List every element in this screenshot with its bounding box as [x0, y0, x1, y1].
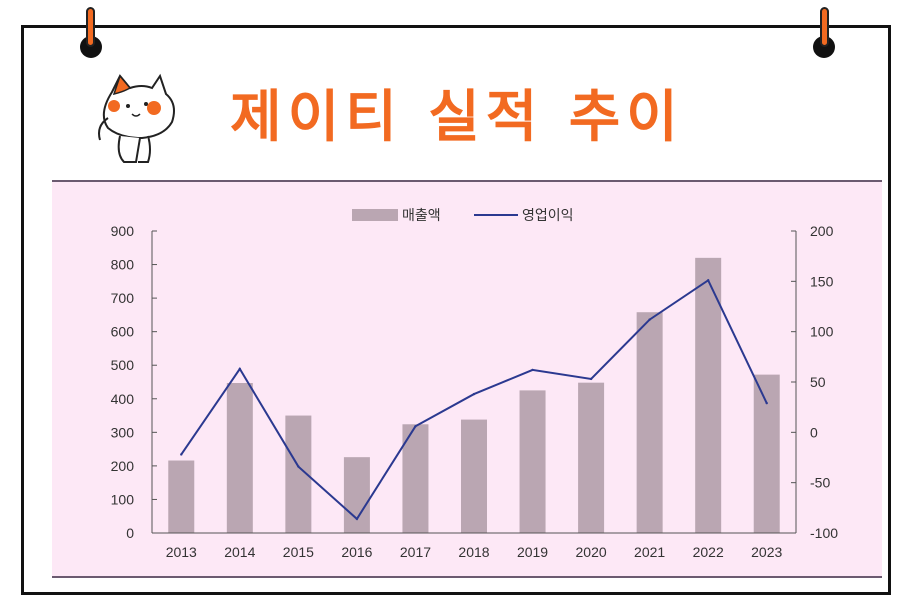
left-tick-label: 500 [111, 357, 135, 373]
x-tick-label: 2014 [224, 544, 255, 560]
left-tick-label: 0 [126, 525, 134, 541]
x-tick-label: 2021 [634, 544, 665, 560]
chart-panel: 900 800 700 600 500 400 300 200 100 0 200 150 100 50 0… [52, 180, 882, 578]
page-title: 제이티 실적 추이 [230, 85, 684, 150]
line-point-2019 [531, 368, 534, 372]
legend-label-sales: 매출액 [402, 207, 441, 223]
right-tick-label: 150 [810, 273, 834, 289]
line-point-2018 [472, 392, 476, 396]
right-tick-label: 0 [810, 424, 818, 440]
left-tick-label: 100 [111, 491, 135, 507]
bar-2020 [578, 382, 605, 533]
left-tick-label: 400 [111, 391, 135, 407]
x-tick-label: 2013 [166, 544, 197, 560]
bar-2016 [343, 457, 370, 533]
line-point-2021 [648, 318, 651, 321]
x-tick-label: 2018 [458, 544, 489, 560]
x-tick-label: 2015 [283, 544, 314, 560]
x-tick-label: 2022 [693, 544, 724, 560]
right-tick-label: -50 [810, 475, 830, 491]
bar-2022 [695, 257, 722, 533]
line-point-2022 [706, 279, 710, 282]
legend-label-profit: 영업이익 [522, 207, 574, 223]
combo-chart: 9008007006005004003002001000200150100500… [111, 207, 839, 560]
line-point-2014 [238, 367, 242, 371]
bar-2021 [636, 312, 663, 533]
x-tick-label: 2023 [751, 544, 782, 560]
left-tick-label: 700 [111, 290, 135, 306]
line-point-2017 [414, 425, 417, 428]
legend-bar-swatch [352, 209, 398, 221]
left-tick-label: 200 [111, 458, 135, 474]
right-tick-label: 200 [810, 223, 834, 239]
bar-2018 [461, 419, 487, 533]
line-point-2020 [589, 377, 593, 381]
line-point-2015 [297, 465, 300, 468]
x-tick-label: 2016 [341, 544, 372, 560]
left-tick-label: 800 [111, 257, 135, 273]
bar-2013 [168, 460, 195, 533]
pin-right-icon [813, 36, 835, 58]
hook-left-icon [86, 7, 95, 47]
line-point-2013 [180, 453, 183, 456]
right-tick-label: -100 [810, 525, 838, 541]
line-point-2023 [765, 401, 768, 405]
left-tick-label: 600 [111, 324, 135, 340]
bar-2019 [519, 390, 546, 533]
left-tick-label: 900 [111, 223, 135, 239]
right-tick-label: 50 [810, 374, 826, 390]
pin-left-icon [80, 36, 102, 58]
x-tick-label: 2019 [517, 544, 548, 560]
x-tick-label: 2017 [400, 544, 431, 560]
bar-2023 [753, 374, 780, 533]
hook-right-icon [820, 7, 829, 47]
x-tick-label: 2020 [576, 544, 607, 560]
cat-mascot-icon [90, 70, 180, 169]
right-tick-label: 100 [810, 324, 834, 340]
line-point-2016 [355, 517, 359, 521]
bar-2014 [226, 383, 253, 533]
bar-2017 [402, 424, 429, 533]
left-tick-label: 300 [111, 424, 135, 440]
